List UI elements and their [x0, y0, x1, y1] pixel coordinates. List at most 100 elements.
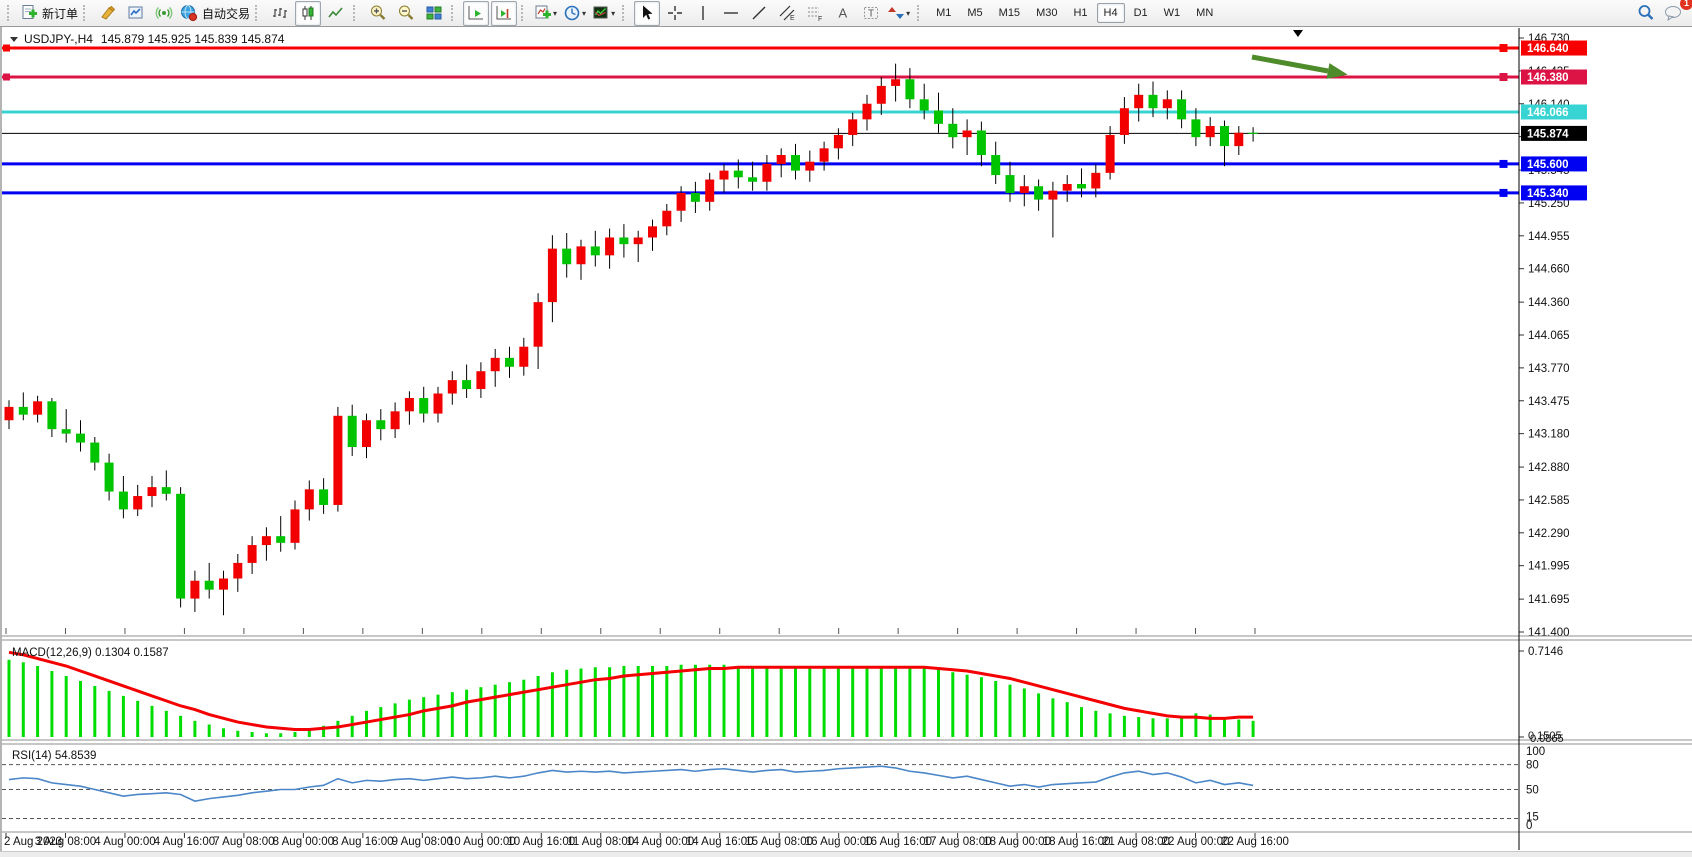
svg-text:144.065: 144.065: [1528, 330, 1570, 342]
symbol-dropdown-icon[interactable]: [10, 36, 18, 42]
crosshair-icon: [668, 6, 683, 20]
toolbar-grip: [83, 5, 89, 21]
templates-dropdown-caret[interactable]: ▾: [611, 8, 616, 18]
svg-text:17 Aug 08:00: 17 Aug 08:00: [924, 836, 992, 848]
auto-scroll-button[interactable]: [463, 0, 490, 26]
toolbar-grip: [521, 5, 527, 21]
timeframe-M30[interactable]: M30: [1036, 7, 1058, 19]
chart-title: USDJPY-,H4 145.879 145.925 145.839 145.8…: [10, 32, 284, 46]
cursor-tool-button[interactable]: [634, 0, 661, 26]
price-badge-145.600: 145.600: [1521, 156, 1587, 172]
arrow-objects-icon: [888, 7, 905, 19]
svg-text:2 Aug 2023: 2 Aug 2023: [4, 836, 62, 848]
search-button[interactable]: [1633, 1, 1659, 26]
rsi-pane: RSI(14) 54.8539 100 80 50 150: [2, 746, 1545, 832]
timeframe-M15[interactable]: M15: [998, 7, 1021, 19]
toolbar-grip: [622, 5, 628, 21]
arrows-tool-button[interactable]: ▾: [886, 1, 913, 26]
price-badge-145.340: 145.340: [1521, 185, 1587, 201]
broadcast-icon: [155, 7, 173, 19]
svg-text:80: 80: [1526, 760, 1539, 772]
periods-button[interactable]: ▾: [562, 1, 589, 26]
svg-text:143.475: 143.475: [1528, 396, 1570, 408]
chart-window[interactable]: USDJPY-,H4 145.879 145.925 145.839 145.8…: [0, 27, 1692, 851]
macd-pane: MACD(12,26,9) 0.1304 0.1587 0.7146 0.15050…: [7, 646, 1564, 745]
timeframe-H4[interactable]: H4: [1096, 3, 1125, 23]
svg-text:145.340: 145.340: [1527, 188, 1569, 200]
svg-text:10 Aug 00:00: 10 Aug 00:00: [448, 836, 516, 848]
timeframe-H1[interactable]: H1: [1073, 7, 1088, 19]
candles-layer: [4, 63, 1258, 616]
fibonacci-tool-button[interactable]: F: [802, 1, 828, 26]
chart-shift-button[interactable]: [491, 0, 518, 26]
hline-146.640[interactable]: [2, 44, 1519, 53]
periods-dropdown-caret[interactable]: ▾: [582, 8, 587, 18]
hline-145.600[interactable]: [2, 159, 1519, 168]
chart-window-icon: [128, 6, 143, 19]
svg-text:16 Aug 16:00: 16 Aug 16:00: [864, 836, 932, 848]
svg-text:50: 50: [1526, 785, 1539, 797]
vertical-line-tool-button[interactable]: [690, 1, 716, 26]
annotation-arrow[interactable]: [1251, 54, 1348, 79]
chart-canvas[interactable]: 146.730146.435146.140145.845145.545145.2…: [2, 27, 1692, 851]
arrows-dropdown-caret[interactable]: ▾: [906, 8, 911, 18]
auto-scroll-icon: [468, 6, 484, 20]
svg-text:142.585: 142.585: [1528, 495, 1570, 507]
notifications-button[interactable]: 1: [1661, 0, 1692, 26]
indicators-icon: [535, 5, 552, 19]
svg-text:21 Aug 08:00: 21 Aug 08:00: [1102, 836, 1170, 848]
tile-windows-button[interactable]: [421, 1, 447, 26]
hline-146.380[interactable]: [2, 73, 1519, 82]
candlestick-mode-button[interactable]: [295, 0, 322, 26]
trendline-tool-button[interactable]: [746, 1, 772, 26]
chat-bubble-icon: [1665, 6, 1681, 22]
channel-tool-button[interactable]: E: [774, 1, 800, 26]
timeframe-M5[interactable]: M5: [967, 7, 983, 19]
template-icon: [593, 6, 608, 19]
svg-text:9 Aug 08:00: 9 Aug 08:00: [392, 836, 453, 848]
svg-text:22 Aug 00:00: 22 Aug 00:00: [1162, 836, 1230, 848]
auto-trading-button[interactable]: 自动交易: [179, 1, 251, 26]
timeframe-M1[interactable]: M1: [936, 7, 952, 19]
candlestick-icon: [302, 6, 314, 20]
new-chart-button[interactable]: [123, 1, 149, 26]
zoom-out-icon: [399, 5, 414, 20]
zoom-out-button[interactable]: [393, 1, 419, 26]
new-order-button[interactable]: 新订单: [19, 1, 79, 26]
new-order-label: 新订单: [42, 6, 79, 21]
timeframe-MN[interactable]: MN: [1196, 7, 1214, 19]
toolbar-grip: [255, 5, 261, 21]
text-tool-button[interactable]: A: [830, 1, 856, 26]
svg-text:10 Aug 16:00: 10 Aug 16:00: [507, 836, 575, 848]
line-chart-icon: [328, 7, 343, 18]
styler-button[interactable]: [95, 1, 121, 26]
horizontal-line-tool-button[interactable]: [718, 1, 744, 26]
news-button[interactable]: [151, 1, 177, 26]
svg-text:3 Aug 08:00: 3 Aug 08:00: [35, 836, 96, 848]
indicators-dropdown-caret[interactable]: ▾: [553, 8, 558, 18]
svg-text:16 Aug 00:00: 16 Aug 00:00: [805, 836, 873, 848]
templates-button[interactable]: ▾: [591, 1, 618, 26]
line-chart-mode-button[interactable]: [323, 1, 349, 26]
svg-text:143.180: 143.180: [1528, 429, 1570, 441]
hline-145.340[interactable]: [2, 188, 1519, 197]
svg-text:141.695: 141.695: [1528, 594, 1570, 606]
svg-text:0.7146: 0.7146: [1528, 646, 1563, 658]
chart-shift-marker[interactable]: [1293, 30, 1303, 37]
crayon-icon: [101, 5, 116, 20]
text-label-tool-button[interactable]: T: [858, 1, 884, 26]
svg-text:4 Aug 16:00: 4 Aug 16:00: [154, 836, 215, 848]
timeframe-W1[interactable]: W1: [1163, 7, 1181, 19]
bar-chart-mode-button[interactable]: [267, 1, 293, 26]
svg-text:7 Aug 08:00: 7 Aug 08:00: [213, 836, 274, 848]
zoom-in-button[interactable]: [365, 1, 391, 26]
indicators-button[interactable]: ▾: [533, 1, 560, 26]
svg-text:145.250: 145.250: [1528, 198, 1570, 210]
svg-text:146.380: 146.380: [1527, 72, 1569, 84]
timeframe-D1[interactable]: D1: [1133, 7, 1148, 19]
svg-text:14 Aug 16:00: 14 Aug 16:00: [686, 836, 754, 848]
fibonacci-icon: F: [808, 7, 822, 22]
crosshair-tool-button[interactable]: [662, 1, 688, 26]
toolbar-grip: [917, 5, 923, 21]
svg-text:142.290: 142.290: [1528, 528, 1570, 540]
